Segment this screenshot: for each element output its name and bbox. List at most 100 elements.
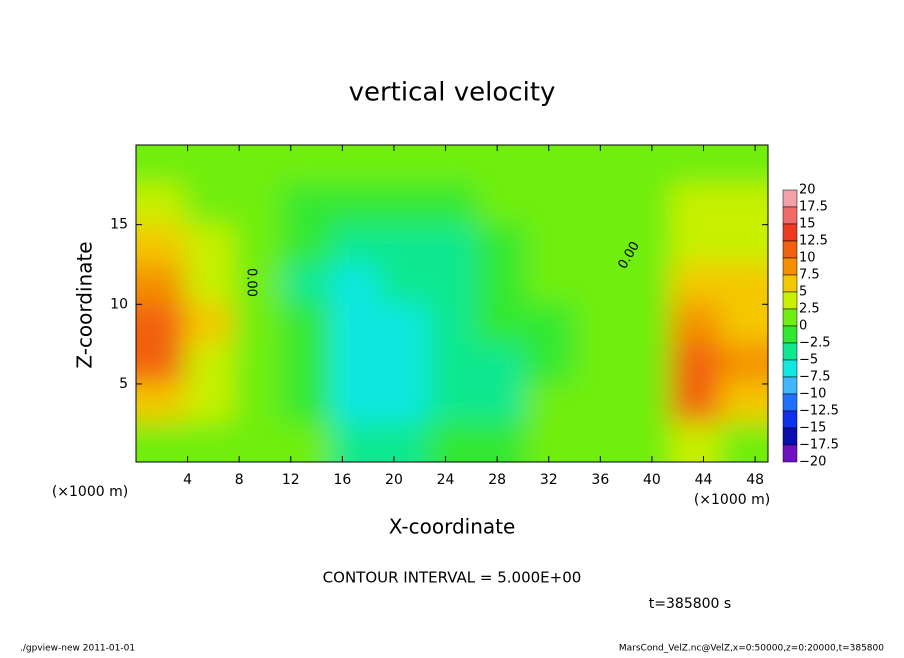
field-cell — [281, 263, 331, 304]
field-cell — [719, 422, 768, 462]
field-cell — [670, 303, 720, 344]
colorbar-label: −7.5 — [799, 370, 831, 385]
colorbar-label: 10 — [799, 251, 816, 266]
field-cell — [573, 224, 623, 265]
field-cell — [622, 263, 672, 304]
field-cell — [622, 184, 672, 225]
contour-interval: CONTOUR INTERVAL = 5.000E+00 — [323, 569, 582, 587]
field-cell — [573, 145, 623, 186]
field-cell — [379, 224, 429, 265]
field-cell — [330, 382, 380, 423]
field-cell — [184, 145, 234, 186]
colorbar-box — [782, 376, 798, 395]
colorbar-label: 7.5 — [799, 268, 820, 283]
y-tick-label: 15 — [110, 217, 128, 233]
y-tick-label: 10 — [110, 296, 128, 312]
field-cell — [670, 145, 720, 186]
colorbar-box — [782, 325, 798, 344]
footer-right: MarsCond_VelZ.nc@VelZ,x=0:50000,z=0:2000… — [619, 644, 884, 654]
colorbar-box — [782, 393, 798, 412]
x-tick-label: 40 — [643, 472, 661, 488]
field-cell — [330, 224, 380, 265]
field-cell — [573, 422, 623, 462]
colorbar-box — [782, 308, 798, 327]
x-tick-label: 4 — [183, 472, 192, 488]
field-cell — [476, 382, 526, 423]
field-cell — [233, 184, 283, 225]
colorbar-label: −5 — [799, 353, 818, 368]
field-cell — [184, 382, 234, 423]
field-cell — [281, 422, 331, 462]
field-cell — [524, 184, 575, 225]
field-cell — [136, 422, 186, 462]
colorbar-box — [782, 291, 798, 310]
colorbar-label: 15 — [799, 217, 816, 232]
field-cell — [719, 224, 768, 265]
field-cell — [622, 303, 672, 344]
colorbar-box — [782, 257, 798, 276]
field-cell — [379, 303, 429, 344]
field-cell — [476, 263, 526, 304]
colorbar-box — [782, 427, 798, 446]
x-tick-label: 44 — [695, 472, 713, 488]
time-label: t=385800 s — [649, 596, 731, 612]
field-cell — [476, 184, 526, 225]
footer-left: ./gpview-new 2011-01-01 — [20, 644, 135, 654]
field-cell — [136, 303, 186, 344]
colorbar-box — [782, 240, 798, 259]
field-cell — [136, 184, 186, 225]
x-tick-label: 36 — [591, 472, 609, 488]
field-cell — [233, 382, 283, 423]
field-cell — [476, 303, 526, 344]
field-cell — [719, 263, 768, 304]
field-cell — [573, 184, 623, 225]
field-cell — [670, 184, 720, 225]
field-cell — [622, 145, 672, 186]
field-cell — [719, 303, 768, 344]
field-cell — [136, 224, 186, 265]
field — [136, 145, 768, 462]
field-cell — [524, 263, 575, 304]
field-cell — [427, 422, 477, 462]
colorbar-box — [782, 223, 798, 242]
field-cell — [233, 263, 283, 304]
field-cell — [233, 224, 283, 265]
field-cell — [476, 343, 526, 384]
field-cell — [524, 145, 575, 186]
field-cell — [136, 145, 186, 186]
field-cell — [573, 343, 623, 384]
colorbar-box — [782, 359, 798, 378]
field-cell — [184, 263, 234, 304]
colorbar-label: −20 — [799, 455, 826, 470]
colorbar-box — [782, 189, 798, 208]
field-cell — [719, 343, 768, 384]
plot-frame — [135, 144, 769, 463]
field-cell — [476, 422, 526, 462]
field-cell — [136, 263, 186, 304]
field-cell — [622, 343, 672, 384]
field-cell — [524, 382, 575, 423]
x-tick-label: 16 — [333, 472, 351, 488]
field-cell — [670, 343, 720, 384]
colorbar-box — [782, 274, 798, 293]
colorbar-box — [782, 342, 798, 361]
colorbar-box — [782, 410, 798, 429]
field-cell — [524, 303, 575, 344]
field-cell — [184, 184, 234, 225]
field-cell — [427, 343, 477, 384]
x-tick-label: 20 — [385, 472, 403, 488]
field-cells — [136, 145, 768, 462]
field-cell — [233, 145, 283, 186]
field-cell — [281, 303, 331, 344]
field-cell — [427, 224, 477, 265]
field-cell — [233, 343, 283, 384]
field-cell — [427, 263, 477, 304]
field-cell — [622, 224, 672, 265]
field-cell — [670, 224, 720, 265]
field-cell — [670, 422, 720, 462]
colorbar-label: 20 — [799, 183, 816, 198]
field-cell — [136, 382, 186, 423]
y-tick-label: 5 — [119, 376, 128, 392]
field-cell — [330, 343, 380, 384]
field-cell — [670, 382, 720, 423]
